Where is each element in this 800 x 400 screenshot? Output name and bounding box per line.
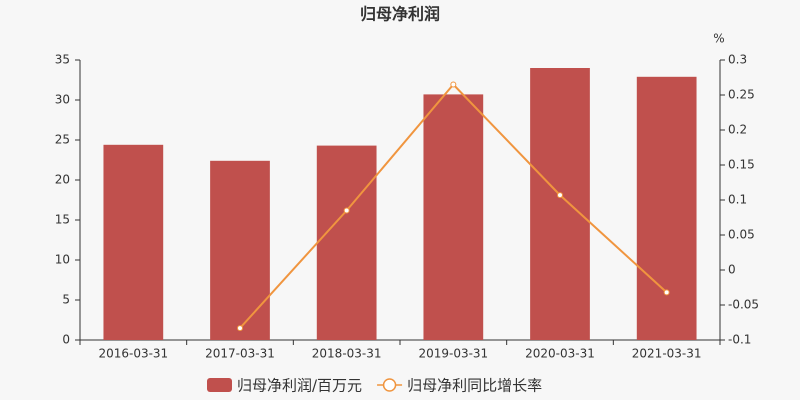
bar (423, 94, 484, 341)
y2-tick-label: 0.05 (728, 228, 755, 242)
line-point (450, 81, 457, 88)
y-tick-label: 5 (62, 293, 70, 307)
x-tick-label: 2020-03-31 (525, 347, 595, 361)
x-tick-label: 2018-03-31 (312, 347, 382, 361)
y2-tick-label: 0.1 (728, 193, 747, 207)
bar (530, 68, 590, 340)
line-point (343, 207, 350, 214)
y-tick-label: 30 (55, 93, 70, 107)
x-tick-label: 2021-03-31 (632, 347, 702, 361)
bar (210, 160, 270, 340)
y2-tick-label: 0.3 (728, 53, 747, 67)
y2-tick-label: 0.15 (728, 158, 755, 172)
chart-title: 归母净利润 (360, 5, 440, 24)
y2-tick-label: 0 (728, 263, 736, 277)
bar (636, 76, 697, 341)
y-tick-label: 15 (55, 213, 70, 227)
x-tick-label: 2016-03-31 (98, 347, 168, 361)
legend-label: 归母净利润/百万元 (237, 377, 362, 395)
y2-tick-label: 0.25 (728, 88, 755, 102)
y-tick-label: 10 (55, 253, 70, 267)
y2-tick-label: -0.1 (728, 333, 751, 347)
y-tick-label: 0 (62, 333, 70, 347)
x-tick-label: 2019-03-31 (418, 347, 488, 361)
y-tick-label: 25 (55, 133, 70, 147)
y2-tick-label: 0.2 (728, 123, 747, 137)
legend-swatch (382, 378, 397, 392)
y-tick-label: 20 (55, 173, 70, 187)
legend-swatch (207, 378, 232, 392)
y-tick-label: 35 (55, 53, 70, 67)
y2-tick-label: -0.05 (728, 298, 759, 312)
bar (316, 145, 377, 340)
legend-label: 归母净利同比增长率 (407, 377, 542, 395)
bar (103, 144, 164, 340)
line-point (557, 192, 563, 199)
line-point (237, 325, 243, 332)
y2-axis-label: % (713, 32, 724, 46)
x-tick-label: 2017-03-31 (205, 347, 275, 361)
line-point (663, 289, 670, 296)
